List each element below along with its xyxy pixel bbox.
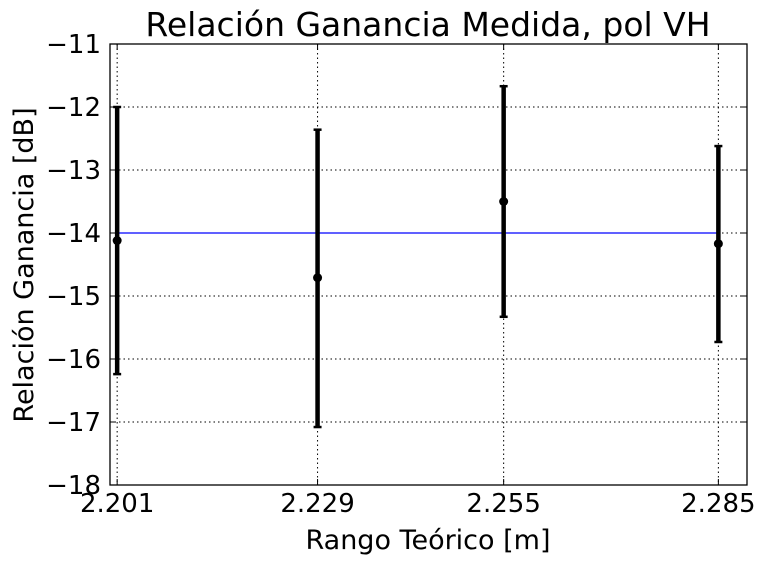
data-points [112, 197, 723, 283]
data-point [313, 273, 323, 283]
x-tick-label: 2.255 [466, 489, 540, 519]
y-tick-label: −14 [46, 219, 101, 249]
data-point [112, 236, 122, 246]
y-tick-label: −17 [46, 408, 101, 438]
error-bars [113, 84, 723, 429]
grid [110, 44, 747, 485]
data-point [713, 239, 723, 249]
data-point [499, 197, 509, 206]
y-tick-labels: −11 −12 −13 −14 −15 −16 −17 −18 [46, 30, 101, 501]
x-tick-label: 2.285 [681, 489, 755, 519]
x-tick-label: 2.229 [280, 489, 354, 519]
y-axis-title: Relación Ganancia [dB] [9, 107, 40, 422]
y-tick-label: −15 [46, 282, 101, 312]
y-tick-label: −16 [46, 345, 101, 375]
x-tick-labels: 2.201 2.229 2.255 2.285 [80, 489, 756, 519]
y-tick-label: −13 [46, 156, 101, 186]
y-tick-label: −11 [46, 30, 101, 60]
y-tick-label: −12 [46, 93, 101, 123]
y-tick-label: −18 [46, 471, 101, 501]
plot-frame [109, 43, 748, 486]
chart-title: Relación Ganancia Medida, pol VH [145, 5, 710, 44]
x-tick-label: 2.201 [80, 489, 154, 519]
x-axis-title: Rango Teórico [m] [305, 525, 550, 556]
tick-marks [110, 43, 747, 486]
